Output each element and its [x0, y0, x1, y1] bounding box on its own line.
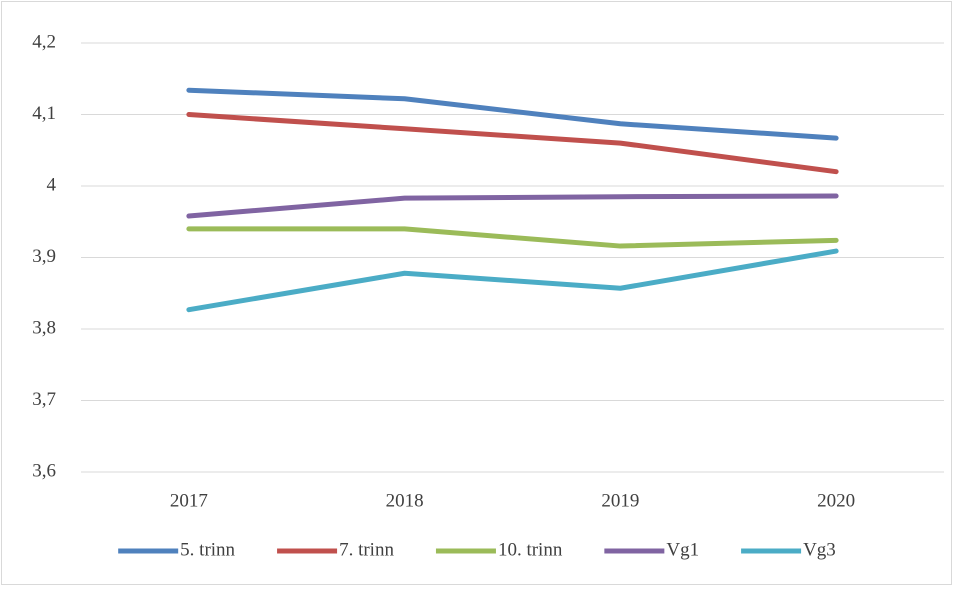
- y-tick-label: 4: [47, 174, 57, 195]
- y-tick-label: 3,8: [32, 317, 56, 338]
- y-tick-label: 4,2: [32, 31, 56, 52]
- y-tick-label: 3,6: [32, 460, 56, 481]
- y-tick-label: 3,9: [32, 246, 56, 267]
- series-line: [186, 87, 839, 141]
- x-tick-label: 2018: [386, 490, 424, 511]
- legend-label: 5. trinn: [180, 539, 235, 560]
- y-tick-label: 3,7: [32, 389, 56, 410]
- series-line: [186, 193, 839, 219]
- series-line: [186, 112, 839, 175]
- y-tick-label: 4,1: [32, 103, 56, 124]
- legend-label: 10. trinn: [498, 539, 563, 560]
- legend-label: Vg1: [666, 539, 699, 560]
- series-line: [186, 226, 839, 249]
- x-tick-label: 2020: [817, 490, 855, 511]
- legend-label: 7. trinn: [339, 539, 394, 560]
- x-tick-label: 2019: [601, 490, 639, 511]
- series-line: [186, 248, 839, 313]
- x-tick-label: 2017: [170, 490, 208, 511]
- legend-label: Vg3: [803, 539, 836, 560]
